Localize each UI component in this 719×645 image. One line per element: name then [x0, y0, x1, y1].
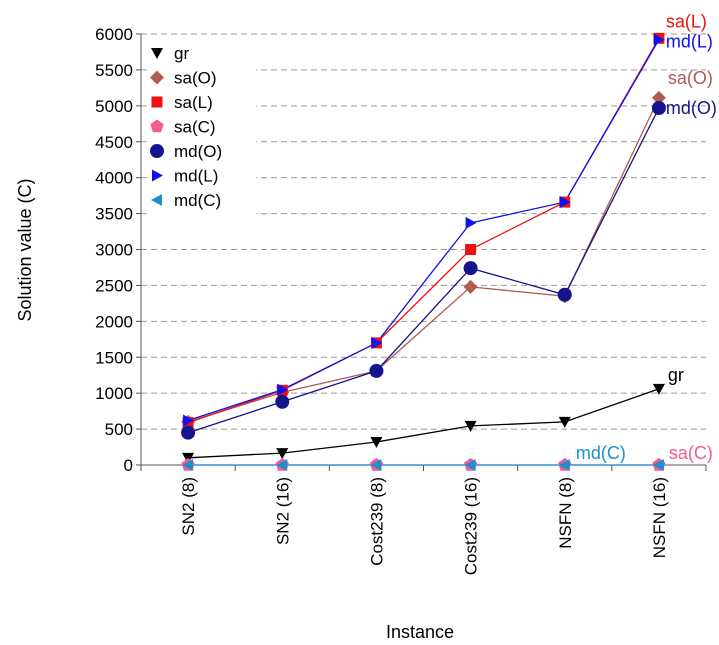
data-point: [653, 33, 665, 46]
data-point: [183, 414, 195, 427]
x-tick-labels: SN2 (8) SN2 (16) Cost239 (8) Cost239 (16) NS…: [179, 477, 669, 575]
data-point: [463, 261, 478, 276]
y-tick-label: 0: [124, 456, 133, 475]
x-tick-label: SN2 (8): [179, 477, 198, 536]
y-tick-label: 4500: [95, 133, 133, 152]
series-line: [188, 388, 660, 459]
data-point: [463, 279, 478, 294]
series-end-label: md(C): [576, 443, 626, 463]
y-tick-label: 1500: [95, 348, 133, 367]
y-tick-label: 5000: [95, 97, 133, 116]
series-markers: [181, 32, 666, 471]
legend-label: gr: [174, 44, 189, 63]
data-point: [465, 244, 477, 255]
data-point: [277, 383, 289, 396]
legend-marker: [151, 48, 163, 59]
data-point: [652, 383, 665, 395]
y-tick-label: 4000: [95, 169, 133, 188]
series-end-label: sa(C): [669, 443, 713, 463]
x-tick-label: Cost239 (8): [367, 477, 386, 566]
series-lines: [187, 37, 660, 466]
y-tick-labels: 0 500 1000 1500 2000 2500 3000 3500 4000 4500 5000…: [95, 25, 133, 475]
y-tick-label: 500: [105, 420, 133, 439]
series-end-labels: gr sa(O) sa(L) sa(C) md(O) md(L) md(C): [576, 11, 717, 463]
data-point: [275, 394, 290, 409]
x-tick-label: NSFN (16): [650, 477, 669, 558]
x-axis-title: Instance: [386, 622, 454, 642]
data-point: [182, 459, 194, 471]
y-tick-label: 3000: [95, 241, 133, 260]
legend-marker: [152, 169, 163, 182]
series-line: [187, 107, 660, 434]
legend-marker: [150, 144, 164, 158]
y-axis-title: Solution value (C): [15, 178, 35, 321]
x-tick-label: NSFN (8): [556, 477, 575, 549]
series-end-label: md(O): [666, 98, 717, 118]
data-point: [651, 90, 666, 105]
series-line: [187, 39, 660, 422]
data-point: [652, 459, 664, 471]
data-point: [369, 363, 384, 378]
y-tick-label: 5500: [95, 61, 133, 80]
legend-label: md(O): [174, 142, 222, 161]
series-line: [187, 37, 660, 424]
data-point: [464, 420, 477, 432]
legend-marker: [150, 119, 164, 133]
data-point: [558, 416, 571, 428]
legend-marker: [151, 96, 163, 108]
legend-marker: [151, 194, 162, 206]
y-tick-label: 1000: [95, 384, 133, 403]
legend-label: sa(C): [174, 118, 216, 137]
data-point: [558, 459, 570, 471]
y-tick-label: 6000: [95, 25, 133, 44]
legend-label: md(C): [174, 191, 221, 210]
series-end-label: sa(O): [668, 68, 713, 88]
legend-label: sa(L): [174, 93, 213, 112]
x-tick-label: SN2 (16): [273, 477, 292, 545]
data-point: [370, 459, 382, 471]
data-point: [370, 437, 383, 449]
data-point: [276, 459, 288, 471]
data-point: [559, 196, 571, 209]
series-end-label: sa(L): [666, 11, 707, 31]
series-end-label: md(L): [666, 32, 713, 52]
y-tick-label: 2000: [95, 312, 133, 331]
y-tick-label: 3500: [95, 205, 133, 224]
data-point: [651, 100, 666, 115]
series-end-label: gr: [668, 365, 684, 385]
legend-marker: [150, 70, 164, 85]
legend-label: md(L): [174, 167, 218, 186]
data-point: [181, 425, 196, 440]
legend-label: sa(O): [174, 69, 217, 88]
data-point: [464, 459, 476, 471]
data-point: [557, 287, 572, 302]
data-point: [276, 448, 289, 460]
series-line: [187, 97, 660, 423]
legend: gr sa(O) sa(L) sa(C) md(O) md(L) md(C): [148, 38, 256, 242]
y-tick-label: 2500: [95, 276, 133, 295]
data-point: [465, 216, 477, 229]
data-point: [371, 336, 383, 349]
x-tick-label: Cost239 (16): [462, 477, 481, 575]
legend-background: [148, 38, 256, 242]
